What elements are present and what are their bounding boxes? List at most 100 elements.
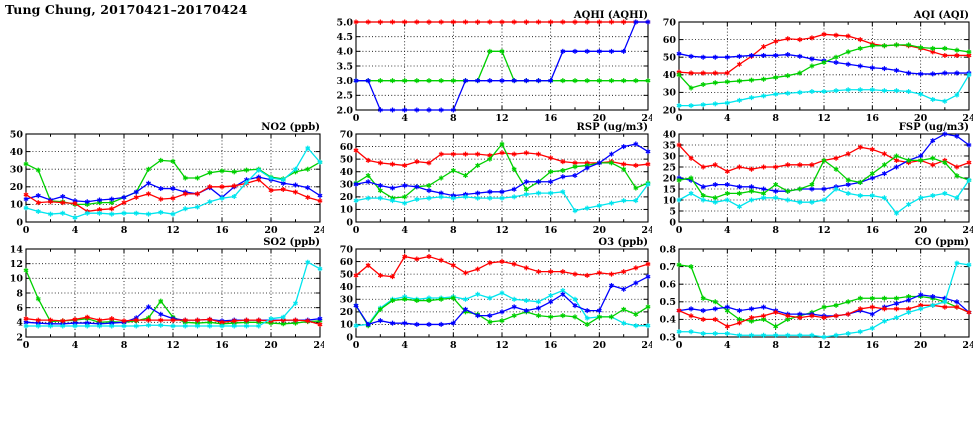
svg-text:16: 16 xyxy=(866,340,880,351)
page-title: Tung Chung, 20170421–20170424 xyxy=(5,2,248,17)
series-cyan xyxy=(676,177,972,216)
svg-text:12: 12 xyxy=(495,225,508,236)
svg-text:8: 8 xyxy=(772,340,779,351)
chart-panel-co: CO (ppm) 0.3 0.4 0.5 0.6 0.7 0.8 0 4 8 12 16 20 24 xyxy=(657,237,973,351)
axis-ticks xyxy=(355,248,649,338)
svg-text:3.5: 3.5 xyxy=(336,61,353,72)
svg-text:10: 10 xyxy=(663,195,677,206)
svg-text:20: 20 xyxy=(264,225,278,236)
series-blue xyxy=(353,19,651,113)
svg-text:0.7: 0.7 xyxy=(659,262,676,273)
svg-text:50: 50 xyxy=(663,53,677,64)
svg-text:60: 60 xyxy=(340,257,354,268)
svg-text:12: 12 xyxy=(166,340,179,351)
y-tick-labels: 2 4 6 8 10 12 14 xyxy=(10,244,24,343)
svg-text:16: 16 xyxy=(544,340,558,351)
series-cyan xyxy=(676,260,972,340)
chart-panel-no2: NO2 (ppb) 0 10 20 30 40 50 0 4 8 12 16 20 24 xyxy=(4,122,324,236)
gridlines xyxy=(679,134,969,222)
chart-plot-co: 0.3 0.4 0.5 0.6 0.7 0.8 0 4 8 12 16 20 24 xyxy=(659,244,973,351)
svg-text:16: 16 xyxy=(215,225,229,236)
svg-text:16: 16 xyxy=(866,113,880,124)
svg-text:3.0: 3.0 xyxy=(336,76,353,87)
svg-text:0: 0 xyxy=(669,217,676,228)
svg-text:20: 20 xyxy=(593,340,607,351)
series-green xyxy=(676,42,972,91)
svg-text:20: 20 xyxy=(914,225,928,236)
svg-text:0: 0 xyxy=(353,340,360,351)
svg-text:0: 0 xyxy=(676,113,683,124)
gridlines xyxy=(356,22,648,110)
svg-text:0: 0 xyxy=(676,340,683,351)
chart-panel-o3: O3 (ppb) 0 10 20 30 40 50 60 70 0 4 8 12 16 20 24 xyxy=(334,237,652,351)
svg-text:4.0: 4.0 xyxy=(336,47,353,58)
series-green xyxy=(676,153,972,201)
svg-text:16: 16 xyxy=(544,225,558,236)
svg-text:4: 4 xyxy=(724,340,731,351)
svg-text:35: 35 xyxy=(663,140,676,151)
svg-text:20: 20 xyxy=(914,340,928,351)
svg-text:20: 20 xyxy=(340,307,354,318)
svg-text:5: 5 xyxy=(669,206,676,217)
x-tick-labels: 0 4 8 12 16 20 24 xyxy=(676,340,973,351)
svg-text:10: 10 xyxy=(10,274,24,285)
svg-text:50: 50 xyxy=(340,269,354,280)
svg-text:24: 24 xyxy=(313,225,324,236)
svg-text:24: 24 xyxy=(962,225,973,236)
svg-text:24: 24 xyxy=(641,113,652,124)
chart-panel-fsp: FSP (ug/m3) 0 5 10 15 20 25 30 35 40 0 4 8 12 16 20 24 xyxy=(657,122,973,236)
series-red xyxy=(676,302,972,329)
chart-title-co: CO (ppm) xyxy=(914,237,969,248)
svg-text:40: 40 xyxy=(663,70,677,81)
chart-title-aqhi: AQHI (AQHI) xyxy=(573,10,648,21)
svg-text:24: 24 xyxy=(962,340,973,351)
svg-text:70: 70 xyxy=(340,244,354,255)
svg-text:70: 70 xyxy=(663,17,677,28)
svg-text:12: 12 xyxy=(10,259,23,270)
svg-text:5.0: 5.0 xyxy=(336,17,353,28)
svg-text:0: 0 xyxy=(16,217,23,228)
chart-title-aqi: AQI (AQI) xyxy=(913,10,969,21)
svg-text:4: 4 xyxy=(401,340,408,351)
svg-text:16: 16 xyxy=(866,225,880,236)
svg-text:30: 30 xyxy=(10,165,24,176)
svg-text:4.5: 4.5 xyxy=(336,32,353,43)
x-tick-labels: 0 4 8 12 16 20 24 xyxy=(676,113,973,124)
svg-text:70: 70 xyxy=(340,129,354,140)
chart-plot-aqhi: 2.0 2.5 3.0 3.5 4.0 4.5 5.0 0 4 8 12 16 20 24 xyxy=(336,17,652,124)
svg-text:20: 20 xyxy=(914,113,928,124)
svg-text:0: 0 xyxy=(353,225,360,236)
chart-plot-no2: 0 10 20 30 40 50 0 4 8 12 16 20 24 xyxy=(10,129,324,236)
chart-panel-so2: SO2 (ppb) 2 4 6 8 10 12 14 0 4 8 12 16 20 24 xyxy=(4,237,324,351)
chart-title-fsp: FSP (ug/m3) xyxy=(898,122,969,133)
svg-text:4: 4 xyxy=(724,225,731,236)
svg-text:40: 40 xyxy=(663,129,677,140)
chart-panel-aqi: AQI (AQI) 20 30 40 50 60 70 0 4 8 12 16 20 24 xyxy=(657,10,973,124)
svg-text:12: 12 xyxy=(495,340,508,351)
svg-text:40: 40 xyxy=(340,282,354,293)
svg-text:20: 20 xyxy=(340,192,354,203)
svg-text:2.0: 2.0 xyxy=(336,105,353,116)
svg-text:24: 24 xyxy=(641,225,652,236)
chart-panel-rsp: RSP (ug/m3) 0 10 20 30 40 50 60 70 0 4 8 12 16 20 24 xyxy=(334,122,652,236)
svg-text:12: 12 xyxy=(166,225,179,236)
series-cyan xyxy=(676,72,972,109)
y-tick-labels: 20 30 40 50 60 70 xyxy=(663,17,677,116)
series-cyan xyxy=(23,259,323,329)
svg-text:8: 8 xyxy=(450,113,457,124)
svg-text:30: 30 xyxy=(663,151,677,162)
svg-text:4: 4 xyxy=(72,225,79,236)
axis-ticks xyxy=(25,248,321,338)
svg-text:16: 16 xyxy=(215,340,229,351)
axis-ticks xyxy=(25,133,321,223)
svg-text:12: 12 xyxy=(817,340,830,351)
series-red xyxy=(353,254,651,280)
svg-text:24: 24 xyxy=(313,340,324,351)
svg-text:12: 12 xyxy=(495,113,508,124)
chart-title-rsp: RSP (ug/m3) xyxy=(576,122,648,133)
